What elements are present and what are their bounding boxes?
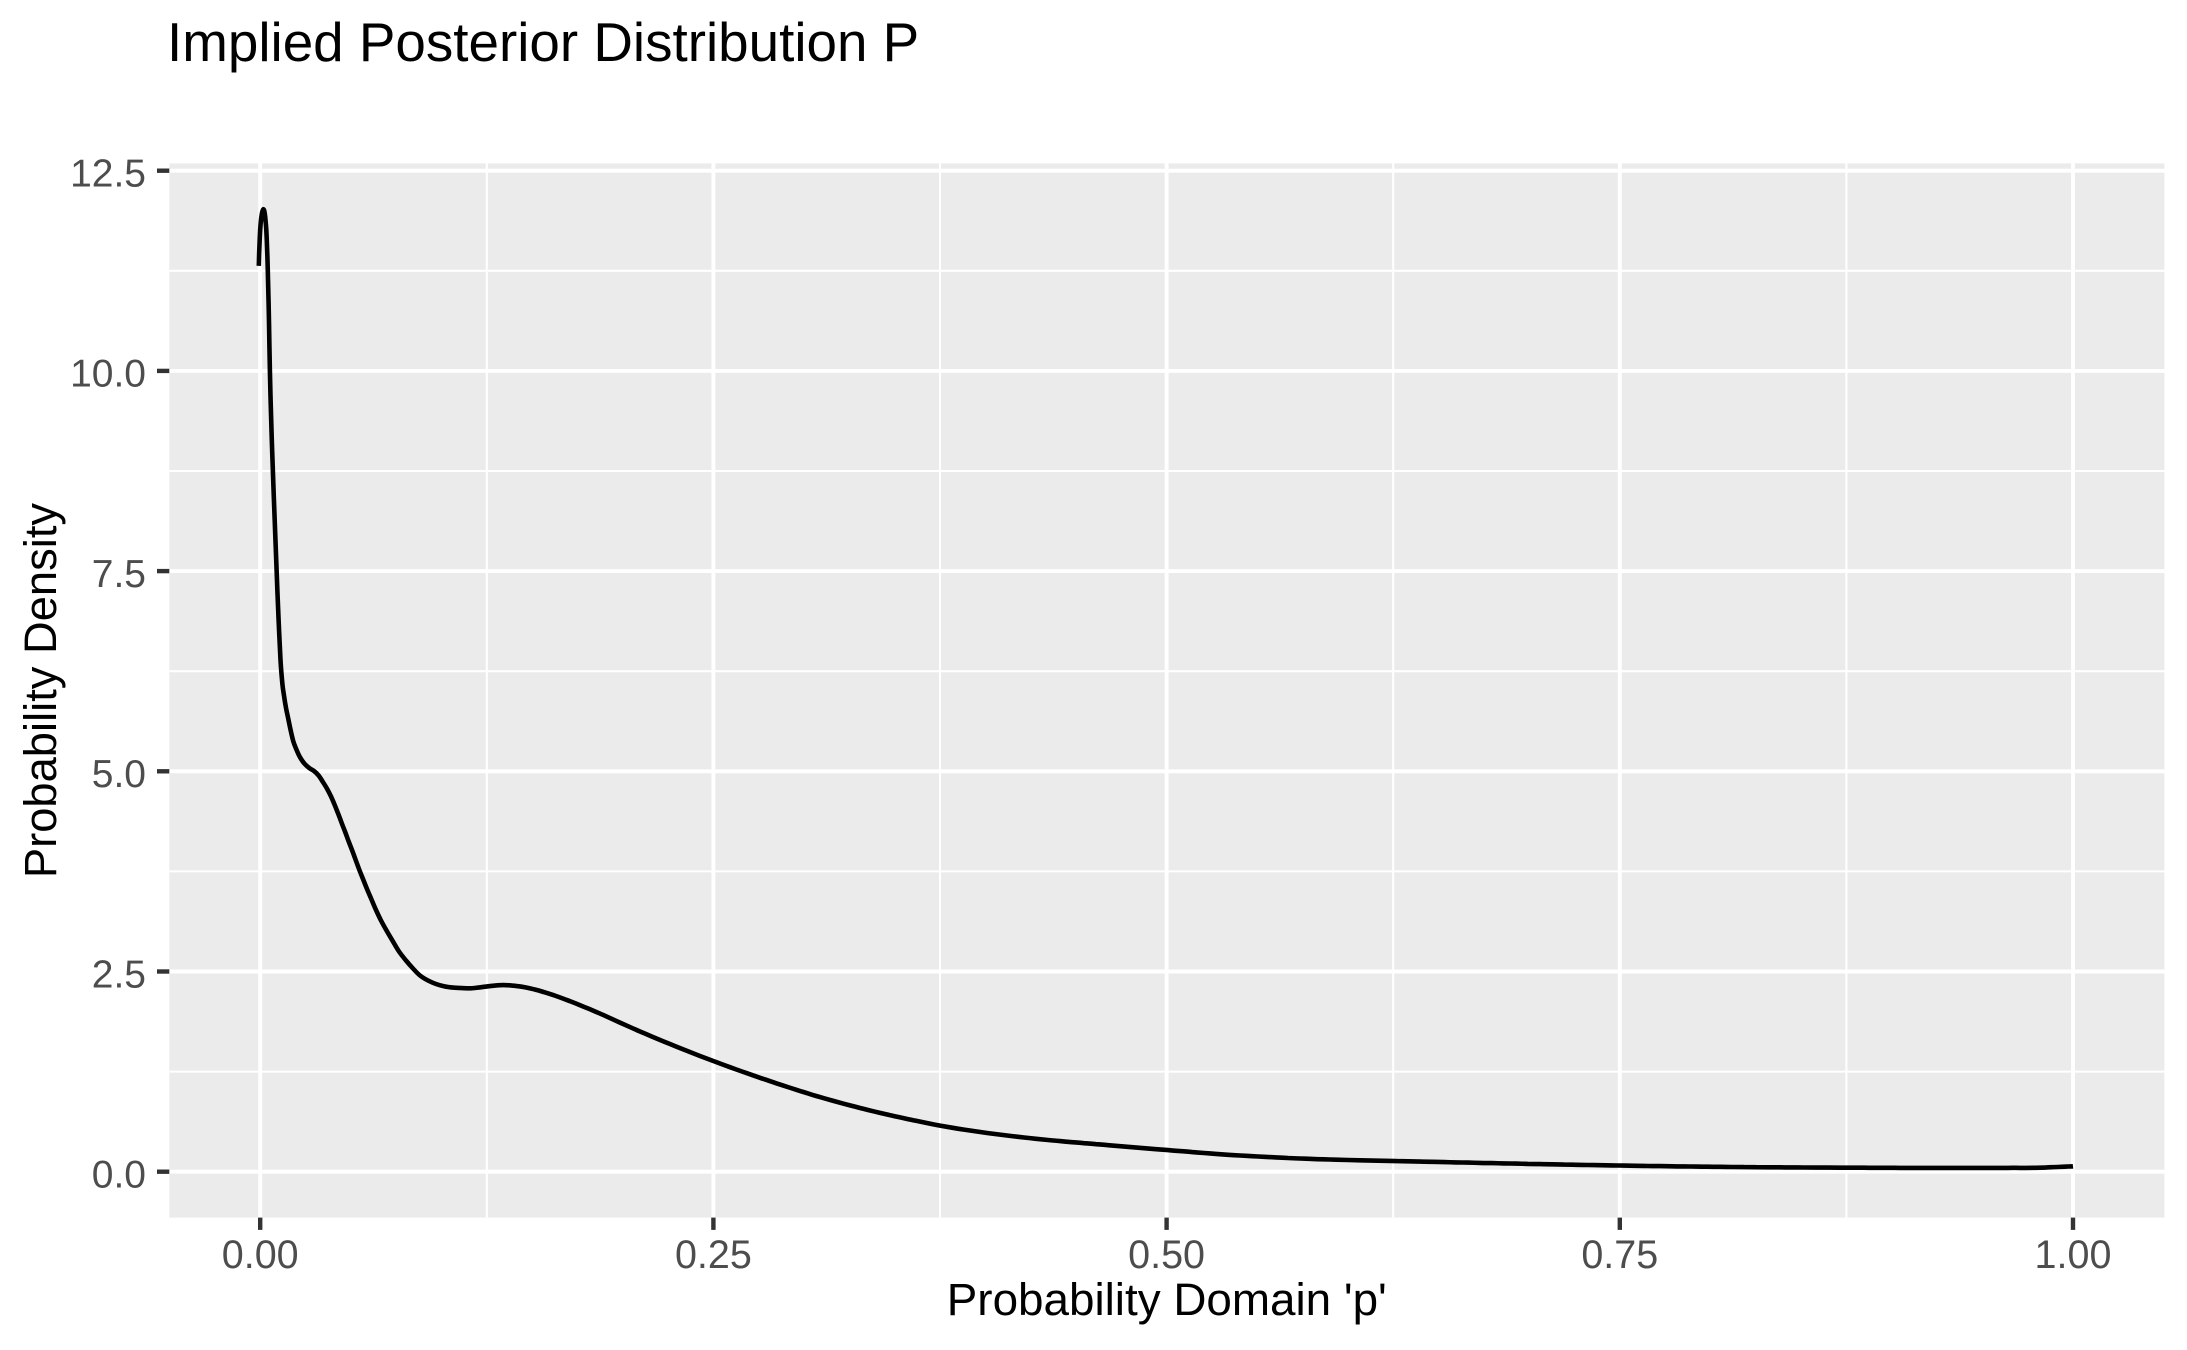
svg-text:Probability Domain 'p': Probability Domain 'p'	[947, 1274, 1387, 1325]
svg-text:Implied Posterior Distribution: Implied Posterior Distribution P	[167, 11, 919, 73]
svg-text:5.0: 5.0	[92, 753, 146, 796]
svg-text:0.0: 0.0	[92, 1154, 146, 1197]
svg-text:1.00: 1.00	[2035, 1233, 2112, 1277]
svg-text:0.25: 0.25	[675, 1233, 752, 1277]
svg-text:10.0: 10.0	[70, 353, 146, 396]
svg-text:2.5: 2.5	[92, 953, 146, 996]
svg-text:12.5: 12.5	[70, 153, 146, 196]
svg-text:Probability Density: Probability Density	[15, 503, 66, 878]
svg-text:0.75: 0.75	[1581, 1233, 1658, 1277]
svg-text:7.5: 7.5	[92, 553, 146, 596]
svg-text:0.00: 0.00	[222, 1233, 299, 1277]
svg-text:0.50: 0.50	[1128, 1233, 1205, 1277]
